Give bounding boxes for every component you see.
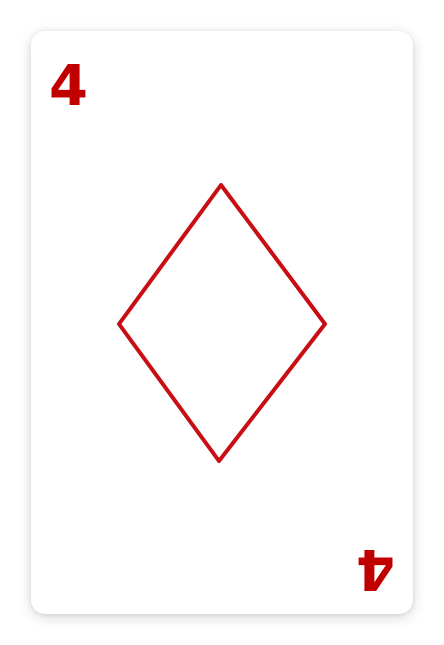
diamond-icon <box>117 183 327 463</box>
playing-card[interactable]: 4 4 <box>31 31 413 614</box>
rank-top-left: 4 <box>49 54 88 119</box>
rank-bottom-right: 4 <box>356 536 395 601</box>
